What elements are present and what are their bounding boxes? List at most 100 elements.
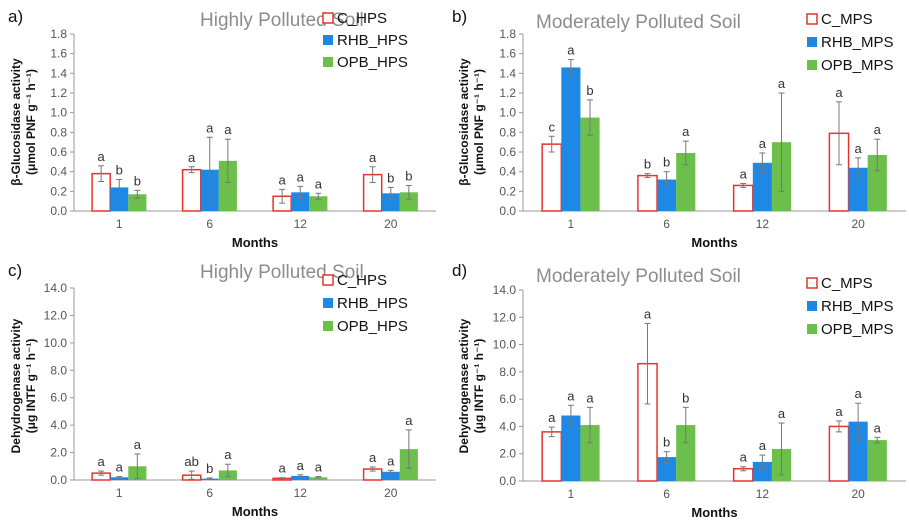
y-tick-label: 8.0 <box>499 365 516 379</box>
significance-letter: a <box>567 388 575 403</box>
x-tick-label: 1 <box>568 217 575 231</box>
bar-opb-mps <box>676 152 696 211</box>
bar-rhb-mps <box>561 415 581 481</box>
y-tick-label: 1.4 <box>499 66 516 80</box>
x-axis-label: Months <box>691 235 737 250</box>
significance-letter: a <box>224 447 232 462</box>
chart-panel-1: a) Highly Polluted Soil0.00.20.40.60.81.0… <box>8 7 436 250</box>
significance-letter: a <box>740 450 748 465</box>
legend-swatch <box>806 13 818 25</box>
significance-letter: a <box>567 43 575 58</box>
bar-c-mps <box>541 143 563 212</box>
y-tick-label: 1.0 <box>50 106 67 120</box>
y-tick-label: 0.4 <box>50 165 67 179</box>
x-tick-label: 1 <box>116 217 123 231</box>
x-tick-label: 6 <box>663 217 670 231</box>
y-tick-label: 0.0 <box>50 473 67 487</box>
bar-rhb-mps <box>657 179 677 211</box>
chart-panel-4: d) Moderately Polluted Soil 0.0 2.0 4.0 6.0 8.… <box>452 261 906 520</box>
y-tick-label: 8.0 <box>50 363 67 377</box>
y-tick-label: 1.8 <box>499 27 516 41</box>
significance-letter: a <box>387 453 395 468</box>
significance-letter: c <box>548 119 555 134</box>
y-tick-label: 1.2 <box>499 86 516 100</box>
x-tick-label: 1 <box>568 487 575 501</box>
x-tick-label: 6 <box>663 487 670 501</box>
legend-swatch <box>323 298 333 308</box>
significance-letter: a <box>188 150 196 165</box>
y-tick-label: 12.0 <box>44 308 68 322</box>
y-tick-label: 6.0 <box>50 391 67 405</box>
bar-rhb-hps <box>110 477 129 480</box>
bar-opb-hps <box>399 192 418 211</box>
significance-letter: b <box>663 155 670 170</box>
chart-panel-2: b) Moderately Polluted Soil 0.0 0.2 0.4 0.6 0.… <box>452 7 906 250</box>
significance-letter: a <box>134 437 142 452</box>
chart-panel-3: c) Highly Polluted Soil0.02.04.06.08.010.… <box>8 261 436 519</box>
y-tick-label: 1.8 <box>50 27 67 41</box>
significance-letter: a <box>279 172 287 187</box>
significance-letter: b <box>116 163 123 178</box>
bar-rhb-mps <box>848 421 868 481</box>
significance-letter: b <box>586 83 593 98</box>
bar-opb-mps <box>580 117 600 211</box>
y-tick-label: 1.4 <box>50 66 67 80</box>
legend-swatch <box>323 321 333 331</box>
significance-letter: a <box>98 454 106 469</box>
bar-rhb-hps <box>110 187 129 211</box>
bar-rhb-mps <box>561 67 581 211</box>
panel-label: b) <box>452 7 467 26</box>
y-axis-label-line1: Dehydrogenase activity <box>9 318 23 453</box>
chart-title: Moderately Polluted Soil <box>536 12 741 33</box>
x-tick-label: 6 <box>206 486 213 500</box>
x-tick-label: 12 <box>756 217 770 231</box>
bar-rhb-hps <box>381 471 400 480</box>
y-tick-label: 12.0 <box>493 310 517 324</box>
significance-letter: a <box>778 406 786 421</box>
y-axis-label: Dehydrogenase activity(μg INTF g⁻¹ h⁻¹) <box>457 318 486 453</box>
significance-letter: a <box>855 141 863 156</box>
y-tick-label: 4.0 <box>50 418 67 432</box>
significance-letter: a <box>874 420 882 435</box>
bar-opb-mps <box>867 440 887 481</box>
x-tick-label: 12 <box>294 217 308 231</box>
x-tick-label: 12 <box>294 486 308 500</box>
y-tick-label: 0.0 <box>499 204 516 218</box>
significance-letter: a <box>759 136 767 151</box>
legend-swatch <box>807 60 817 70</box>
legend-swatch <box>323 35 333 45</box>
panel-label: d) <box>452 261 467 280</box>
y-tick-label: 1.2 <box>50 86 67 100</box>
significance-letter: a <box>116 460 124 475</box>
legend-label: RHB_HPS <box>337 32 408 49</box>
y-tick-label: 1.6 <box>499 47 516 61</box>
significance-letter: b <box>387 170 394 185</box>
legend-label: C_MPS <box>821 11 873 28</box>
significance-letter: b <box>206 461 213 476</box>
significance-letter: a <box>548 410 556 425</box>
significance-letter: b <box>134 173 141 188</box>
significance-letter: a <box>644 306 652 321</box>
legend-swatch <box>322 12 334 24</box>
legend-label: RHB_HPS <box>337 295 408 312</box>
bar-opb-mps <box>580 425 600 481</box>
y-tick-label: 0.2 <box>499 184 516 198</box>
bar-rhb-mps <box>657 457 677 481</box>
x-tick-label: 20 <box>384 486 398 500</box>
y-tick-label: 0.4 <box>499 165 516 179</box>
y-tick-label: 0.0 <box>499 474 516 488</box>
y-tick-label: 14.0 <box>44 281 68 295</box>
bar-opb-hps <box>309 196 328 211</box>
y-axis-label-line2: (μmol PNF g⁻¹ h⁻¹) <box>24 69 38 175</box>
x-tick-label: 20 <box>851 217 865 231</box>
legend-label: C_HPS <box>337 272 387 289</box>
significance-letter: a <box>315 176 323 191</box>
panel-label: c) <box>8 261 22 280</box>
significance-letter: a <box>778 76 786 91</box>
x-axis-label: Months <box>232 235 278 250</box>
significance-letter: ab <box>184 454 198 469</box>
y-axis-label-line1: Dehydrogenase activity <box>457 318 471 453</box>
legend-label: OPB_MPS <box>821 57 894 74</box>
y-tick-label: 1.0 <box>499 106 516 120</box>
